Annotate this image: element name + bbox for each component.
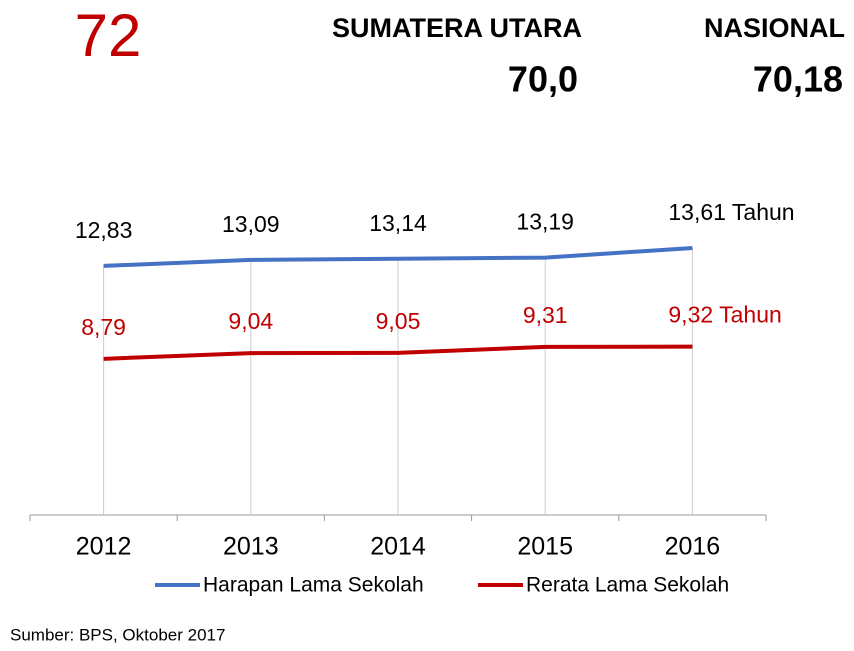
data-label: 9,31 (523, 302, 568, 328)
header-number: 72 (75, 2, 142, 69)
x-tick-label: 2014 (370, 533, 426, 561)
data-label: 12,83 (75, 217, 133, 243)
data-label: 13,09 (222, 211, 280, 237)
data-label: 9,32 Tahun (668, 302, 781, 328)
source: Sumber: BPS, Oktober 2017 (10, 625, 225, 644)
data-label: 9,05 (376, 308, 421, 334)
x-tick-label: 2013 (223, 533, 279, 561)
data-label: 9,04 (228, 308, 273, 334)
data-label: 13,19 (516, 209, 574, 235)
data-label: 13,61 Tahun (668, 199, 794, 225)
national-name: NASIONAL (704, 13, 845, 43)
series-line (103, 344, 693, 361)
legend-label: Harapan Lama Sekolah (203, 574, 424, 597)
legend-label: Rerata Lama Sekolah (526, 574, 729, 597)
x-tick-label: 2012 (76, 533, 132, 561)
x-tick-label: 2016 (665, 533, 721, 561)
x-tick-label: 2015 (517, 533, 573, 561)
data-label: 13,14 (369, 210, 427, 236)
national-value: 70,18 (753, 59, 843, 100)
series-line (103, 245, 693, 268)
region-name: SUMATERA UTARA (332, 13, 582, 43)
data-label: 8,79 (81, 314, 126, 340)
region-value: 70,0 (508, 59, 578, 100)
